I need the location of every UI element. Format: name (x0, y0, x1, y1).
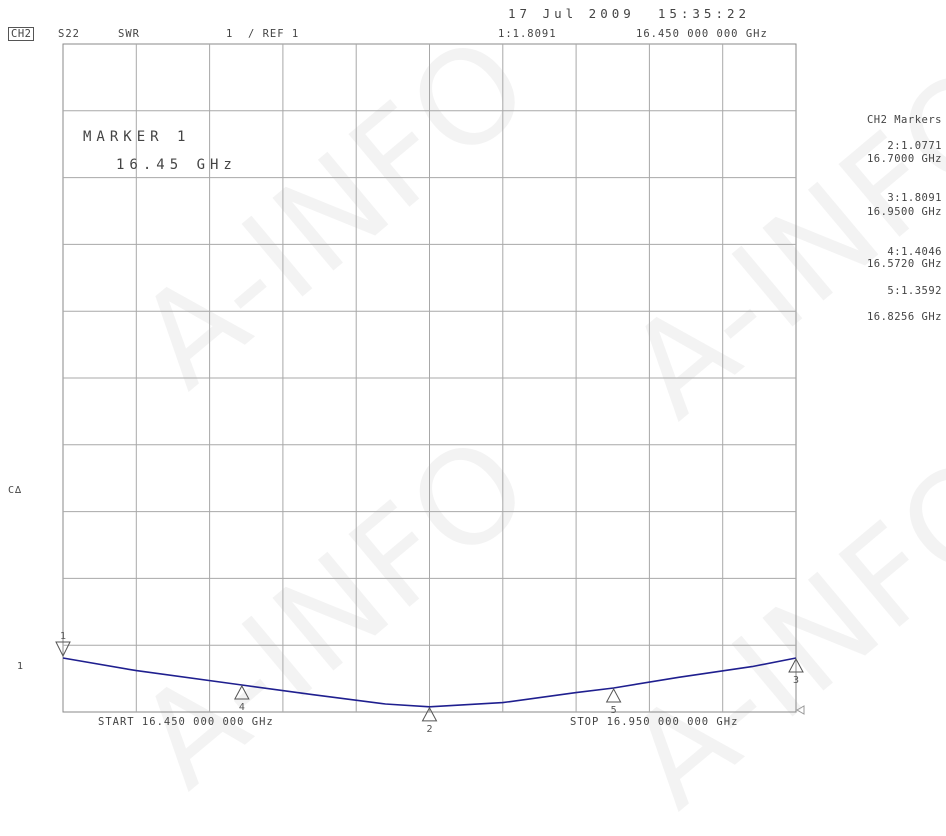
marker-annotation-frequency: 16.45 GHz (116, 157, 237, 173)
marker-3-icon (788, 657, 804, 673)
marker-5-frequency: 16.8256 GHz (866, 311, 942, 323)
marker-4-label: 4 (239, 702, 245, 713)
swr-trace (62, 657, 797, 708)
marker-2-icon (421, 706, 438, 722)
marker-1-icon (55, 641, 71, 658)
parameter-label: S22 (58, 28, 80, 40)
marker-4-value: 4:1.4046 (887, 246, 942, 258)
format-label: SWR (118, 28, 140, 40)
reference-arrow-icon (795, 705, 805, 715)
marker-3-value: 3:1.8091 (887, 192, 942, 204)
markers-panel-title: CH2 Markers (866, 114, 942, 126)
active-marker-frequency: 16.450 000 000 GHz (636, 28, 768, 40)
marker-1-label: 1 (60, 631, 66, 642)
marker-4-frequency: 16.5720 GHz (866, 258, 942, 270)
marker-2-frequency: 16.7000 GHz (866, 153, 942, 165)
marker-3-frequency: 16.9500 GHz (866, 206, 942, 218)
active-marker-value: 1:1.8091 (498, 28, 557, 40)
marker-3-label: 3 (793, 675, 799, 686)
marker-2-value: 2:1.0771 (887, 140, 942, 152)
marker-4-icon (234, 684, 250, 700)
start-frequency-label: START 16.450 000 000 GHz (98, 716, 274, 728)
plot-grid (62, 43, 797, 713)
marker-annotation-title: MARKER 1 (83, 129, 191, 145)
marker-5-label: 5 (611, 705, 617, 716)
swr-plot: 1 2 3 4 5 (55, 43, 805, 735)
scale-label: 1 / REF 1 (226, 28, 300, 40)
marker-group: 1 2 3 4 5 (55, 631, 805, 735)
ca-label: C∆ (8, 485, 23, 496)
reference-level-label: 1 (17, 661, 25, 672)
marker-5-icon (605, 687, 622, 703)
marker-2-label: 2 (427, 724, 433, 735)
stop-frequency-label: STOP 16.950 000 000 GHz (570, 716, 739, 728)
datetime: 17 Jul 2009 15:35:22 (508, 6, 751, 21)
marker-5-value: 5:1.3592 (887, 285, 942, 297)
channel-label: CH2 (8, 27, 35, 41)
trace-group (62, 657, 797, 708)
